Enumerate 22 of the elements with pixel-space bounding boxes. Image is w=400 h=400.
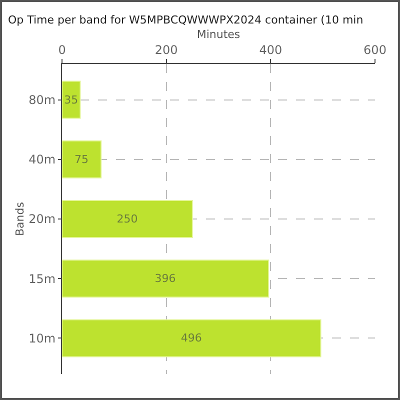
data-label: 75	[74, 152, 89, 166]
bar	[62, 260, 270, 298]
x-tick-label: 0	[58, 43, 66, 58]
x-tick-label: 200	[154, 43, 178, 58]
x-tick-label: 600	[364, 43, 386, 58]
y-tick-label: 15m	[28, 272, 56, 286]
x-axis-title: Minutes	[196, 28, 240, 41]
chart-title: Op Time per band for W5MPBCQWWWPX2024 container (10 min	[8, 14, 364, 27]
y-tick-label: 20m	[28, 212, 56, 226]
x-tick-label: 400	[259, 43, 282, 58]
data-label: 35	[64, 93, 78, 106]
y-axis-title: Bands	[13, 202, 26, 236]
y-tick-label: 10m	[28, 331, 56, 346]
bar	[62, 200, 193, 238]
data-label: 496	[180, 332, 202, 345]
data-label: 396	[154, 272, 176, 286]
bar	[62, 80, 81, 119]
y-tick-label: 40m	[28, 152, 56, 167]
y-tick-label: 80m	[28, 92, 56, 107]
data-label: 250	[116, 212, 138, 226]
bar	[62, 319, 322, 358]
bar	[62, 140, 102, 178]
